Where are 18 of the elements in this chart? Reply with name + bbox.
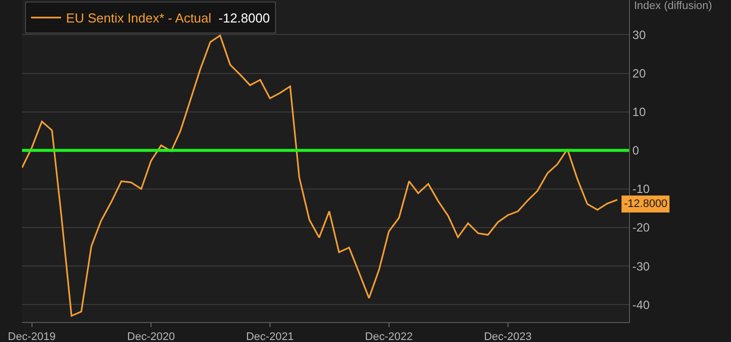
y-tick-label: 20: [632, 66, 646, 80]
y-tick-label: 10: [632, 105, 646, 120]
x-tick-label: Dec-2019: [8, 331, 56, 342]
y-axis-title: Index (diffusion): [634, 0, 712, 12]
y-tick-label: -30: [632, 259, 650, 274]
x-tick-label: Dec-2023: [484, 331, 532, 342]
text: -12.8000: [218, 10, 270, 26]
x-tick-label: Dec-2020: [127, 331, 175, 342]
y-tick-label: -10: [632, 182, 650, 196]
y-tick-label: -40: [632, 298, 650, 312]
data-label: -12.8000: [624, 198, 668, 210]
y-tick-label: 0: [632, 144, 640, 158]
line-series: [22, 34, 618, 317]
y-tick-label: 30: [632, 28, 646, 42]
y-tick-label: -20: [632, 220, 650, 235]
x-tick-label: Dec-2022: [365, 331, 413, 342]
x-tick-label: Dec-2021: [246, 331, 294, 342]
legend-label: EU Sentix Index* - Actual: [66, 10, 212, 26]
